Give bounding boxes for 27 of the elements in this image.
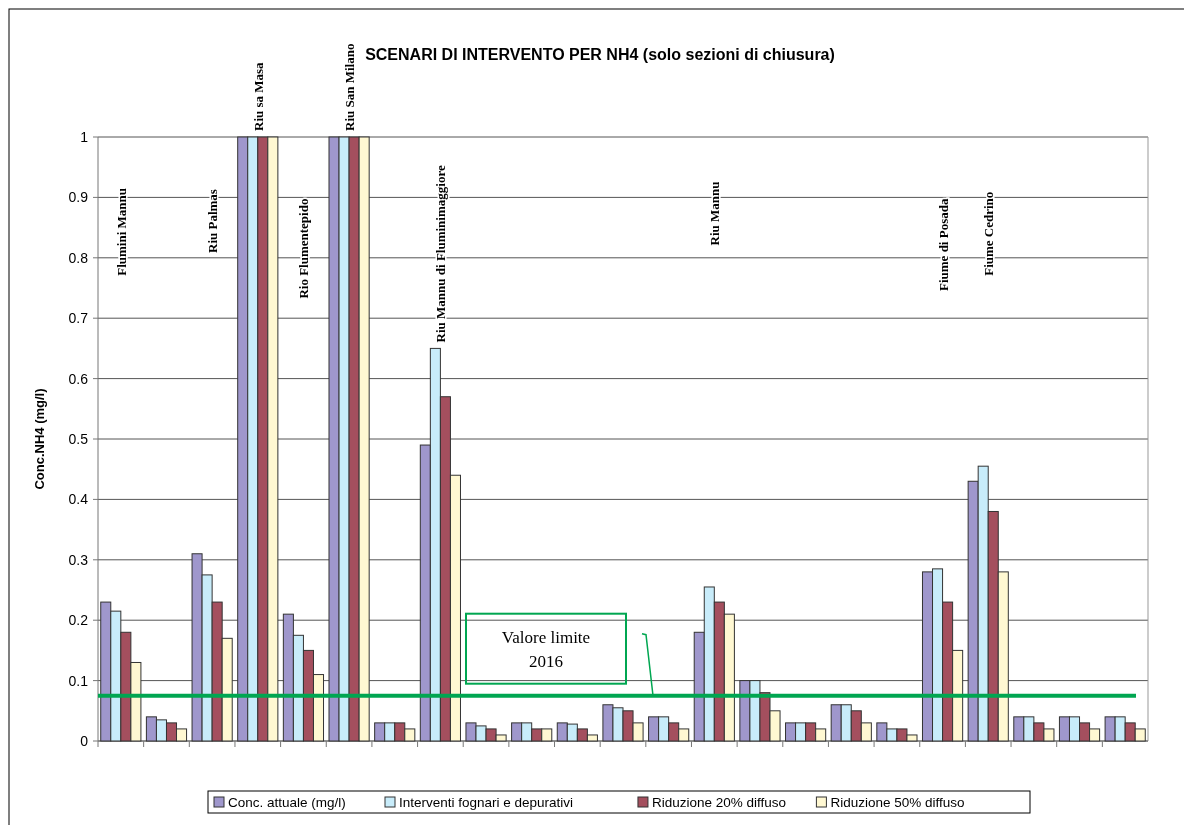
y-tick-label: 0.8 [68, 249, 89, 266]
x-tick-label: Fiume Cedrino [981, 191, 997, 276]
y-tick-label: 0.1 [68, 672, 89, 689]
y-tick-label: 0.6 [68, 370, 89, 387]
y-tick-label: 0.9 [68, 189, 89, 206]
x-tick-label: Fiume di Posada [935, 198, 951, 291]
x-tick-label: Riu San Milano [342, 43, 358, 131]
y-tick-label: 0.4 [68, 491, 89, 508]
x-tick-label: Riu Palmas [205, 189, 221, 253]
legend-label: Conc. attuale (mg/l) [228, 795, 346, 810]
x-tick-label: Rio Flumentepido [296, 198, 312, 299]
ref-line-label: Valore limite 2016 [501, 627, 591, 671]
y-tick-label: 0 [80, 732, 89, 749]
y-axis-title: Conc.NH4 (mg/l) [32, 388, 47, 490]
y-tick-label: 0.2 [68, 612, 89, 629]
y-tick-label: 0.7 [68, 310, 89, 327]
legend-label: Riduzione 50% diffuso [830, 795, 965, 810]
y-tick-label: 0.3 [68, 551, 89, 568]
y-tick-label: 1 [80, 128, 89, 145]
legend-label: Riduzione 20% diffuso [651, 795, 787, 810]
x-tick-label: Flumini Mannu [113, 188, 129, 276]
x-tick-label: Riu sa Masa [250, 61, 266, 131]
legend-label: Interventi fognari e depurativi [399, 795, 574, 810]
x-tick-label: Riu Mannu [707, 181, 723, 246]
chart-title: SCENARI DI INTERVENTO PER NH4 (solo sezioni di chiusura) [365, 46, 835, 63]
y-tick-label: 0.5 [68, 430, 89, 447]
x-tick-label: Riu Mannu di Fluminimaggiore [433, 165, 449, 343]
